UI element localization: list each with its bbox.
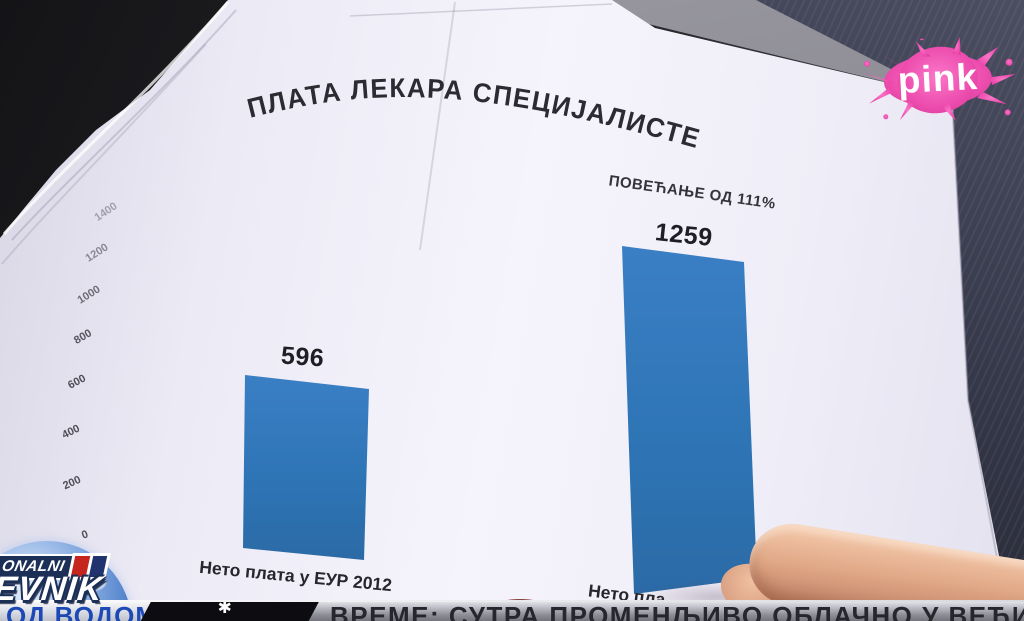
ticker-left-text: ОД ВОДОМ [6,601,159,621]
splat-icon: ✱ [217,600,232,617]
ticker-main-segment: ВРЕМЕ: СУТРА ПРОМЕНЉИВО ОБЛАЧНО У ВЕЋИНИ… [314,601,1024,621]
pink-splat-icon [861,35,1016,122]
ticker-divider: ✱ [138,600,322,621]
pink-channel-logo: pink [856,34,1020,128]
pink-logo-text: pink [896,55,979,102]
bar-value-1259: 1259 [653,218,714,252]
ticker-main-text: ВРЕМЕ: СУТРА ПРОМЕНЉИВО ОБЛАЧНО У ВЕЋИНИ… [330,601,1024,621]
ticker-left-segment: ОД ВОДОМ [0,600,157,621]
bar-value-596: 596 [280,341,326,373]
dnevnik-logo-main: EVNIK [0,570,105,608]
news-ticker: ОД ВОДОМ ✱ ВРЕМЕ: СУТРА ПРОМЕНЉИВО ОБЛАЧ… [0,600,1024,621]
